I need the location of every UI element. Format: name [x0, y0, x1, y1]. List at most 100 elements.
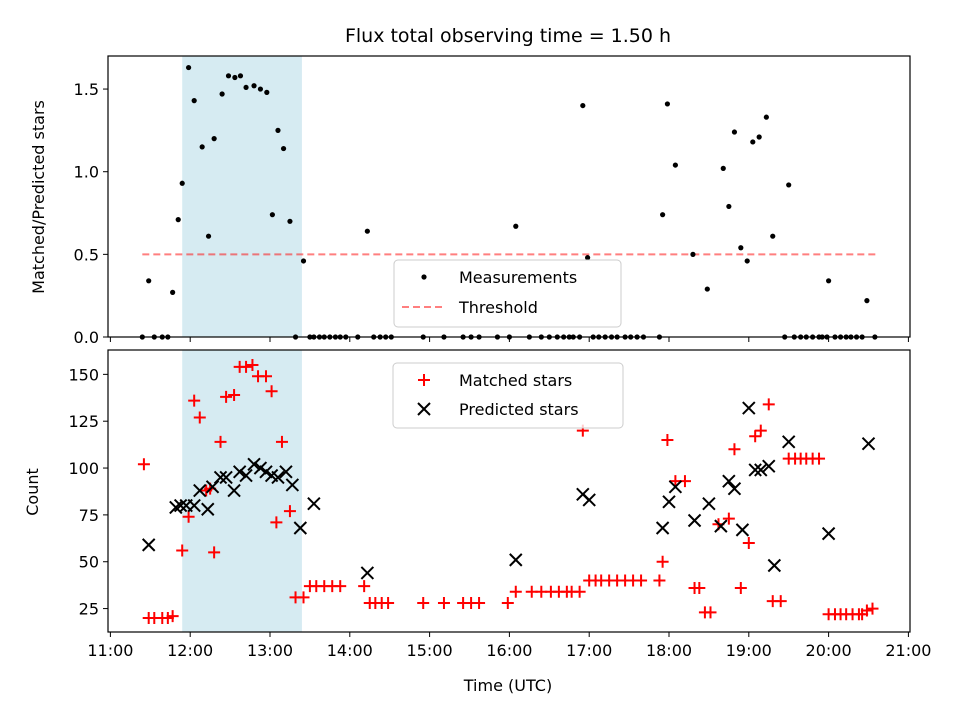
bottom-xtick-label: 14:00 — [327, 641, 373, 660]
predicted-star-point — [219, 470, 233, 485]
legend-matched-marker — [418, 374, 430, 386]
matched-star-point — [742, 536, 755, 549]
bottom-xtick-label: 18:00 — [646, 641, 692, 660]
predicted-star-point — [668, 480, 683, 494]
measurement-point — [205, 233, 212, 239]
predicted-star-point — [714, 519, 728, 533]
matched-star-point — [728, 443, 741, 456]
predicted-star-point — [509, 553, 523, 567]
predicted-star-point — [239, 468, 253, 483]
predicted-star-point — [271, 470, 285, 485]
bottom-xtick-label: 20:00 — [806, 641, 852, 660]
top-ytick-label: 1.0 — [74, 163, 99, 182]
predicted-star-point — [141, 538, 156, 552]
measurement-point — [170, 289, 176, 295]
measurement-point — [864, 298, 870, 304]
bottom-ytick-label: 50 — [79, 553, 99, 572]
bottom-legend: Matched stars Predicted stars — [392, 362, 624, 429]
measurement-point — [225, 73, 232, 79]
matched-star-point — [265, 385, 278, 398]
top-y-ticks: 0.0 0.5 1.0 1.5 — [74, 80, 108, 347]
bottom-xtick-label: 11:00 — [87, 641, 133, 660]
matched-star-point — [228, 388, 241, 401]
predicted-star-point — [201, 502, 215, 516]
measurement-point — [826, 278, 832, 284]
predicted-star-point — [227, 483, 241, 498]
bottom-marks — [137, 358, 879, 624]
predicted-star-point — [307, 496, 321, 511]
predicted-star-point — [582, 493, 596, 507]
predicted-star-point — [754, 463, 768, 477]
measurement-point — [513, 223, 519, 229]
matched-star-point — [193, 411, 206, 424]
matched-star-point — [473, 596, 486, 609]
top-ytick-label: 0.5 — [74, 245, 99, 264]
matched-star-point — [661, 433, 674, 446]
predicted-star-point — [861, 436, 876, 451]
predicted-star-point — [727, 481, 742, 496]
bottom-x-ticks: 11:00 12:00 13:00 14:00 15:00 16:00 17:00 18:00… — [87, 632, 931, 660]
measurement-point — [264, 89, 270, 95]
legend-measurements-label: Measurements — [459, 268, 577, 287]
measurement-point — [243, 84, 249, 91]
predicted-star-point — [821, 526, 836, 541]
measurement-point — [731, 129, 738, 135]
matched-star-point — [358, 580, 371, 593]
bottom-panel: 25 50 75 100 125 150 11:00 12:00 13:00 14:00 15:0… — [23, 349, 931, 695]
predicted-star-point — [735, 523, 750, 537]
measurement-point — [580, 102, 586, 109]
measurement-point — [191, 98, 197, 104]
matched-star-point — [860, 604, 873, 617]
measurement-point — [300, 258, 307, 264]
matched-star-point — [693, 581, 706, 594]
measurement-point — [211, 136, 217, 142]
measurement-point — [179, 180, 185, 186]
top-y-axis-label: Matched/Predicted stars — [29, 100, 48, 294]
matched-star-point — [297, 591, 310, 604]
predicted-star-point — [360, 566, 375, 580]
measurement-point — [585, 255, 591, 261]
matched-star-point — [813, 452, 826, 465]
measurement-point — [237, 73, 244, 79]
measurement-point — [219, 91, 225, 97]
measurement-point — [251, 83, 257, 89]
top-panel: Flux total observing time = 1.50 h 0.00.… — [29, 25, 911, 347]
predicted-star-point — [767, 558, 782, 573]
matched-star-point — [749, 430, 762, 443]
matched-star-point — [220, 390, 233, 403]
bottom-xtick-label: 17:00 — [566, 641, 612, 660]
bottom-xtick-label: 21:00 — [885, 641, 931, 660]
predicted-star-point — [293, 521, 308, 535]
matched-star-point — [283, 505, 296, 518]
measurement-point — [280, 145, 287, 152]
predicted-star-point — [193, 483, 207, 498]
measurement-point — [199, 144, 205, 150]
bottom-xtick-label: 15:00 — [407, 641, 453, 660]
measurement-point — [287, 218, 293, 224]
measurement-point — [720, 165, 726, 171]
measurement-point — [275, 127, 281, 133]
predicted-star-point — [762, 459, 776, 473]
matched-star-point — [866, 602, 879, 615]
measurement-point — [185, 64, 192, 71]
predicted-star-point — [662, 495, 676, 509]
measurement-point — [744, 258, 750, 264]
matched-star-point — [774, 595, 787, 608]
measurement-point — [704, 286, 710, 292]
bottom-xtick-label: 13:00 — [247, 641, 293, 660]
bottom-x-axis-label: Time (UTC) — [463, 676, 552, 695]
legend-matched-label: Matched stars — [459, 371, 572, 390]
bottom-ytick-label: 150 — [68, 365, 99, 384]
matched-star-point — [762, 398, 775, 411]
predicted-star-point — [742, 401, 756, 415]
measurement-point — [690, 251, 696, 257]
matched-star-point — [722, 512, 735, 525]
matched-star-point — [417, 596, 430, 609]
matched-star-point — [509, 585, 522, 598]
measurement-point — [146, 278, 152, 284]
legend-threshold-label: Threshold — [458, 298, 538, 317]
measurement-point — [232, 74, 238, 81]
bottom-xtick-label: 16:00 — [486, 641, 532, 660]
matched-star-point — [182, 510, 195, 523]
